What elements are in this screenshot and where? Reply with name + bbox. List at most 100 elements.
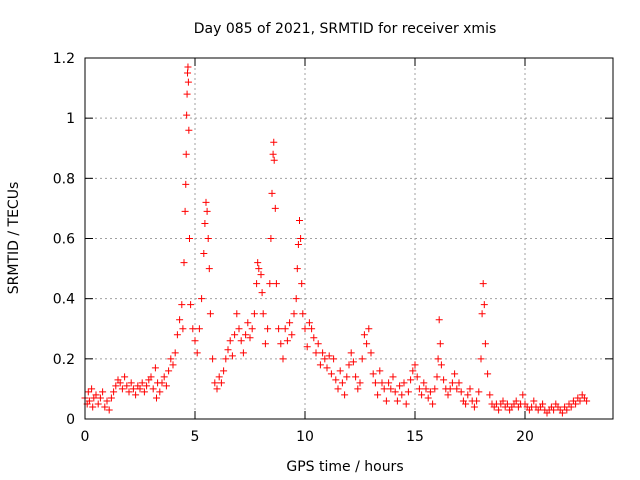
data-point xyxy=(96,394,104,402)
data-point xyxy=(572,400,580,408)
data-point xyxy=(264,325,272,333)
data-point xyxy=(380,385,388,393)
data-point xyxy=(567,403,575,411)
data-point xyxy=(293,265,301,273)
y-tick-label: 0.2 xyxy=(53,352,75,368)
data-point xyxy=(253,280,261,288)
data-point xyxy=(319,349,327,357)
data-point xyxy=(258,289,266,297)
data-point xyxy=(332,376,340,384)
chart-title: Day 085 of 2021, SRMTID for receiver xmi… xyxy=(194,21,497,37)
data-point xyxy=(301,325,309,333)
data-point xyxy=(268,189,276,197)
data-point xyxy=(244,319,252,327)
data-point xyxy=(385,379,393,387)
data-point xyxy=(162,382,170,390)
data-point xyxy=(358,355,366,363)
data-point xyxy=(455,379,463,387)
data-point xyxy=(434,355,442,363)
data-point xyxy=(125,388,133,396)
data-point xyxy=(259,310,267,318)
data-point xyxy=(224,346,232,354)
data-point xyxy=(193,349,201,357)
data-point xyxy=(341,391,349,399)
data-point xyxy=(286,319,294,327)
data-point xyxy=(550,406,558,414)
data-point xyxy=(191,337,199,345)
data-point xyxy=(220,367,228,375)
data-point xyxy=(338,379,346,387)
y-tick-label: 1.2 xyxy=(53,51,75,67)
data-point xyxy=(185,126,193,134)
y-tick-label: 0 xyxy=(66,412,75,428)
data-point xyxy=(169,361,177,369)
data-point xyxy=(327,370,335,378)
data-point xyxy=(299,310,307,318)
data-point xyxy=(178,301,186,309)
y-tick-label: 0.6 xyxy=(53,232,75,248)
data-point xyxy=(354,385,362,393)
data-point xyxy=(202,198,210,206)
data-point xyxy=(436,340,444,348)
data-point xyxy=(118,385,126,393)
data-point xyxy=(347,349,355,357)
data-point xyxy=(296,216,303,224)
data-point xyxy=(303,343,311,351)
data-point xyxy=(396,382,404,390)
data-point xyxy=(512,397,520,405)
data-point xyxy=(181,207,189,215)
data-point xyxy=(103,397,111,405)
data-point xyxy=(387,385,395,393)
data-point xyxy=(323,364,331,372)
data-point xyxy=(222,355,230,363)
data-point xyxy=(213,385,221,393)
data-point xyxy=(479,280,487,288)
data-point xyxy=(330,355,338,363)
data-point xyxy=(246,334,254,342)
data-point xyxy=(255,265,263,273)
data-point xyxy=(466,385,474,393)
data-point xyxy=(89,403,97,411)
data-point xyxy=(356,379,364,387)
data-point xyxy=(486,391,494,399)
data-point xyxy=(576,397,584,405)
data-point xyxy=(389,373,397,381)
data-point xyxy=(411,361,419,369)
data-point xyxy=(409,367,417,375)
data-point xyxy=(400,379,408,387)
data-point xyxy=(499,397,507,405)
data-point xyxy=(226,337,234,345)
data-point xyxy=(530,397,538,405)
data-point xyxy=(129,385,137,393)
data-point xyxy=(475,388,483,396)
data-point xyxy=(165,367,173,375)
data-point xyxy=(167,355,175,363)
data-point xyxy=(451,370,459,378)
data-point xyxy=(88,385,96,393)
data-point xyxy=(325,352,333,360)
data-point xyxy=(376,367,384,375)
data-point xyxy=(116,379,124,387)
data-point xyxy=(519,391,527,399)
data-point xyxy=(334,385,342,393)
data-point xyxy=(176,316,184,324)
data-point xyxy=(349,358,357,366)
data-point xyxy=(420,379,428,387)
data-point xyxy=(446,385,454,393)
data-point xyxy=(184,78,192,86)
data-point xyxy=(171,349,179,357)
data-point xyxy=(558,409,566,417)
data-point xyxy=(180,259,188,267)
data-point xyxy=(336,367,344,375)
data-point xyxy=(484,370,492,378)
data-point xyxy=(464,391,472,399)
y-tick-label: 1 xyxy=(66,111,75,127)
data-point xyxy=(200,250,208,258)
data-point xyxy=(288,331,296,339)
data-point xyxy=(391,388,399,396)
x-tick-label: 20 xyxy=(516,429,534,445)
data-point xyxy=(242,331,250,339)
data-point xyxy=(583,397,591,405)
data-point xyxy=(345,361,353,369)
data-point xyxy=(203,207,211,215)
